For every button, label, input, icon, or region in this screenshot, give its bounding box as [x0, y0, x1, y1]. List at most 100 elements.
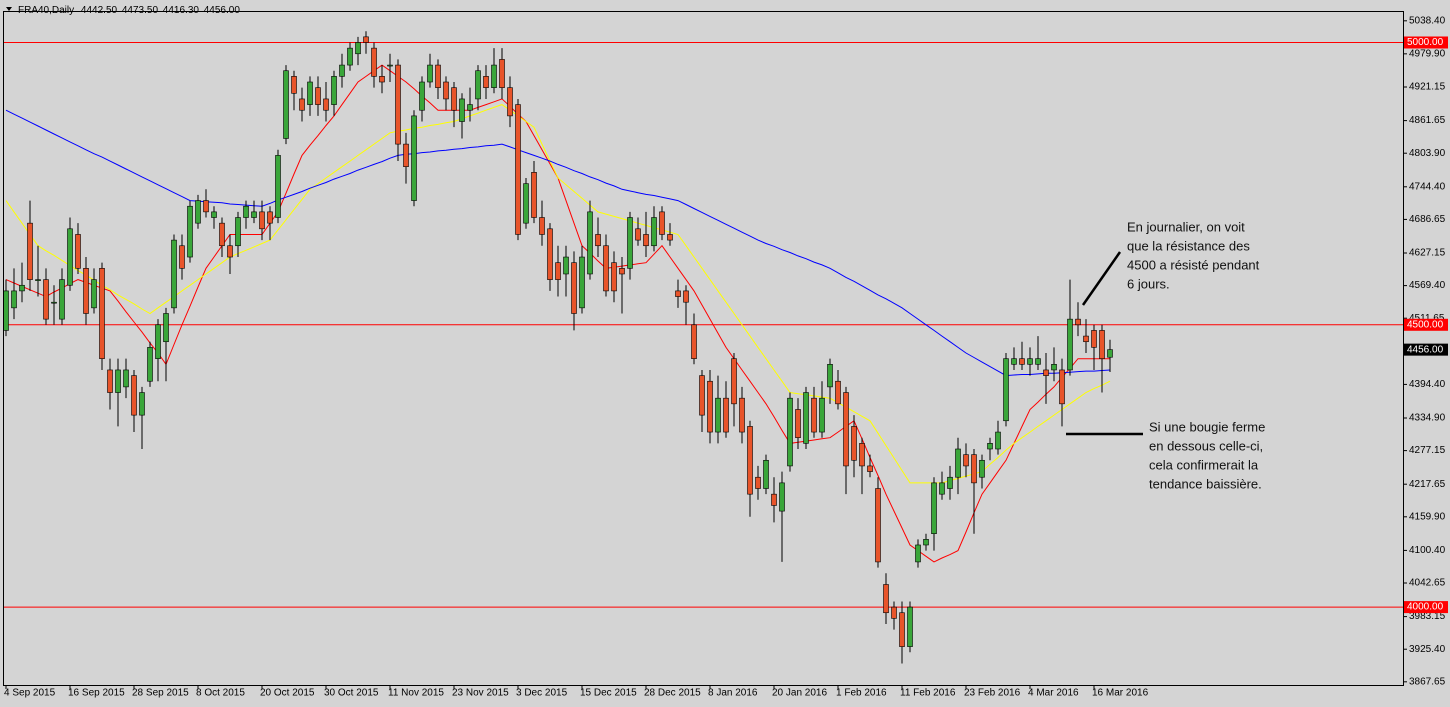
candle-body [787, 397, 793, 467]
candle-body [531, 172, 537, 218]
candle-body [259, 211, 265, 230]
chart-title: FRA40,Daily [18, 5, 74, 16]
candle-body [723, 397, 729, 433]
candle-body [867, 465, 873, 472]
x-tick-label: 8 Jan 2016 [708, 688, 758, 699]
candle-body [307, 81, 313, 105]
candle-body [643, 234, 649, 247]
x-tick-label: 16 Sep 2015 [68, 688, 125, 699]
chart-header: FRA40,Daily 4442.50 4473.50 4416.30 4456… [18, 5, 240, 16]
candle-body [1051, 364, 1057, 371]
level-label: 4000.00 [1407, 602, 1444, 613]
candle-body [939, 482, 945, 495]
candle-body [627, 217, 633, 269]
candle-body [179, 245, 185, 269]
level-label-box [1404, 36, 1448, 49]
candle-body [107, 369, 113, 393]
candle-body [1067, 318, 1073, 371]
candle-body [819, 397, 825, 433]
x-tick-label: 20 Oct 2015 [260, 688, 315, 699]
candle-body [171, 239, 177, 309]
y-tick-label: 4803.90 [1409, 148, 1446, 159]
y-tick-label: 5038.40 [1409, 15, 1446, 26]
candle-body [763, 459, 769, 489]
candle-body [419, 81, 425, 111]
x-tick-label: 4 Sep 2015 [4, 688, 56, 699]
candle-body [899, 612, 905, 647]
candle-body [139, 392, 145, 416]
candle-body [587, 211, 593, 275]
x-tick-label: 28 Dec 2015 [644, 688, 701, 699]
level-label-box [1404, 601, 1448, 614]
menu-triangle [6, 7, 12, 11]
candle-body [11, 290, 17, 309]
candle-body [395, 64, 401, 145]
annotation-text: Si une bougie ferme [1149, 419, 1265, 434]
quote-open: 4442.50 [81, 5, 118, 16]
candle-body [947, 476, 953, 489]
candle-body [443, 81, 449, 100]
candle-body [147, 347, 153, 382]
candle-body [363, 36, 369, 43]
y-tick-label: 4979.90 [1409, 48, 1446, 59]
x-tick-label: 23 Feb 2016 [964, 688, 1021, 699]
candle-body [603, 245, 609, 292]
plot-area [3, 31, 1403, 664]
candle-body [499, 59, 505, 88]
candle-body [963, 454, 969, 467]
y-tick-label: 4100.40 [1409, 545, 1446, 556]
x-tick-label: 23 Nov 2015 [452, 688, 509, 699]
candle-body [27, 222, 33, 280]
annotation-pointer [1081, 251, 1122, 306]
candle-body [315, 87, 321, 105]
candle-body [467, 104, 473, 111]
candle-body [891, 606, 897, 619]
candle-body [827, 364, 833, 388]
y-tick-label: 4217.65 [1409, 479, 1446, 490]
candle-body [491, 64, 497, 88]
candle-body [1019, 358, 1025, 365]
candle-body [235, 217, 241, 247]
candle-body [323, 98, 329, 111]
y-tick-label: 4686.65 [1409, 214, 1446, 225]
candle-body [299, 98, 305, 111]
annotation-text: 6 jours. [1127, 276, 1170, 291]
candle-body [579, 256, 585, 309]
candle-body [931, 482, 937, 534]
candle-body [547, 228, 553, 280]
y-tick-label: 4394.40 [1409, 379, 1446, 390]
candle-body [163, 313, 169, 343]
candle-body [275, 155, 281, 218]
y-tick-label: 4511.65 [1409, 313, 1445, 324]
candle-body [371, 47, 377, 77]
candle-body [731, 358, 737, 405]
candle-body [835, 380, 841, 405]
x-tick-label: 3 Dec 2015 [516, 688, 568, 699]
candle-body [779, 482, 785, 512]
candle-body [1011, 358, 1017, 365]
candle-body [403, 143, 409, 167]
level-label-box [1404, 318, 1448, 331]
candle-body [611, 262, 617, 292]
current-price-box [1404, 343, 1448, 356]
candle-body [211, 211, 217, 218]
moving-average [5, 104, 1111, 484]
candle-body [811, 397, 817, 433]
y-tick-label: 3867.65 [1409, 676, 1446, 687]
candle-body [459, 98, 465, 122]
candle-body [875, 488, 881, 563]
candle-body [803, 392, 809, 444]
candle-body [203, 200, 209, 213]
candle-body [387, 64, 393, 67]
candle-body [979, 459, 985, 478]
candle-body [1091, 330, 1097, 348]
annotations: En journalier, on voit que la résistance … [1127, 219, 1265, 491]
candle-body [915, 544, 921, 563]
annotation-text: en dessous celle-ci, [1149, 438, 1263, 453]
candle-body [291, 76, 297, 94]
candle-body [795, 409, 801, 439]
x-tick-label: 15 Dec 2015 [580, 688, 637, 699]
y-tick-label: 4569.40 [1409, 280, 1446, 291]
candle-body [859, 443, 865, 467]
